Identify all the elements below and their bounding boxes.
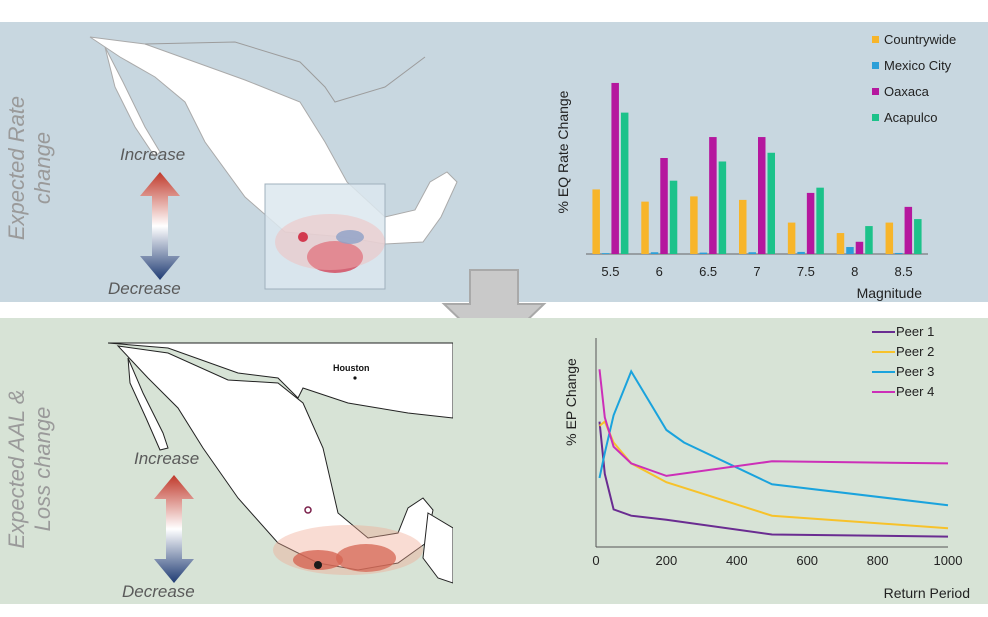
line-x-tick: 400 [726, 553, 748, 568]
mexico-aal-landmass [116, 345, 434, 571]
bar-3-2 [660, 158, 668, 254]
bar-4-4 [767, 152, 775, 254]
bar-3-6 [855, 241, 864, 254]
hazard-spot [298, 232, 308, 242]
bar-x-tick: 7.5 [797, 264, 815, 279]
rate-decrease-label: Decrease [108, 279, 181, 298]
line-x-tick: 800 [867, 553, 889, 568]
line-legend-label: Peer 4 [896, 384, 934, 399]
aal-change-panel: Expected AAL & Loss change Houston Incre… [0, 318, 988, 604]
rate-title-line2: change [30, 131, 55, 205]
bar-legend-swatch [872, 36, 879, 43]
bar-x-tick: 5.5 [601, 264, 619, 279]
bar-2-4 [748, 252, 756, 254]
loss-hotspot [314, 561, 322, 569]
rate-increase-label: Increase [120, 145, 186, 164]
rate-side-title: Expected Rate change [4, 68, 56, 268]
mexico-aal-map: Houston [108, 342, 453, 584]
bar-legend-swatch [872, 88, 879, 95]
loss-zone-guerrero [293, 550, 343, 570]
rate-double-arrow [140, 172, 180, 280]
aal-title-line2: Loss change [30, 406, 55, 532]
aal-side-title: Expected AAL & Loss change [4, 369, 56, 569]
bar-x-label: Magnitude [857, 285, 923, 301]
bar-x-tick: 8.5 [895, 264, 913, 279]
houston-dot [353, 376, 357, 380]
aal-increase-label: Increase [134, 449, 200, 468]
bar-4-6 [865, 226, 873, 254]
baja-peninsula [104, 46, 161, 158]
line-x-tick: 0 [592, 553, 599, 568]
rate-change-panel: Expected Rate change Increase Decrease 5… [0, 22, 988, 302]
mexico-rate-map [89, 36, 458, 290]
us-region [108, 342, 453, 419]
aal-title-line1: Expected AAL & [4, 389, 29, 549]
houston-label: Houston [333, 363, 370, 373]
hazard-blue-zone [336, 230, 364, 244]
bar-3-7 [904, 206, 913, 254]
bar-x-tick: 7 [753, 264, 760, 279]
bar-legend-label: Oaxaca [884, 84, 930, 99]
bar-2-1 [601, 253, 610, 254]
bar-3-3 [709, 137, 717, 254]
bar-legend-label: Acapulco [884, 110, 937, 125]
hazard-red-zone [307, 241, 363, 273]
bar-3-5 [806, 192, 815, 254]
bar-x-tick: 6 [656, 264, 663, 279]
line-x-tick: 1000 [934, 553, 963, 568]
rate-title-line1: Expected Rate [4, 95, 29, 241]
bar-legend-label: Mexico City [884, 58, 952, 73]
bar-3-4 [758, 137, 766, 254]
bar-legend-swatch [872, 114, 879, 121]
bar-1-5 [787, 222, 796, 254]
baja-aal [127, 357, 169, 451]
rate-arrow-shape [140, 172, 180, 280]
bar-y-label: % EQ Rate Change [555, 90, 571, 213]
line-x-tick: 600 [796, 553, 818, 568]
bar-x-tick: 8 [851, 264, 858, 279]
hazard-light-zone [275, 214, 385, 270]
peer-1-line [598, 421, 949, 538]
us-border [144, 41, 426, 103]
bar-4-5 [816, 187, 824, 254]
bar-1-7 [885, 222, 894, 254]
mexico-city-dot [304, 506, 312, 514]
bar-1-3 [690, 196, 698, 254]
line-x-label: Return Period [884, 585, 970, 601]
line-x-tick: 200 [656, 553, 678, 568]
bar-legend-label: Countrywide [884, 32, 956, 47]
bar-2-3 [699, 252, 708, 254]
bar-4-2 [669, 180, 678, 254]
peer-4-line [598, 369, 949, 477]
bar-2-7 [895, 252, 903, 254]
bar-legend-swatch [872, 62, 879, 69]
aal-double-arrow [154, 475, 194, 583]
bar-4-7 [914, 219, 922, 254]
bar-1-4 [739, 199, 747, 254]
ep-change-line-chart: 0 200 400 600 800 1000 Return Period % EP Chang… [563, 324, 970, 601]
bar-2-5 [797, 251, 805, 254]
bar-4-3 [718, 161, 727, 254]
bar-3-1 [611, 82, 619, 254]
bar-1-1 [592, 189, 600, 254]
aal-decrease-label: Decrease [122, 582, 195, 601]
peer-3-line [598, 369, 949, 507]
line-legend-label: Peer 3 [896, 364, 934, 379]
line-y-label: % EP Change [563, 358, 579, 446]
bar-2-6 [846, 247, 854, 254]
eq-rate-bar-chart: 5.5 6 6.5 7 7.5 8 8.5 Magnitude % EQ Rate Change… [555, 32, 956, 301]
bar-4-1 [620, 112, 629, 254]
bar-1-2 [641, 201, 649, 254]
line-legend-label: Peer 1 [896, 324, 934, 339]
central-america [422, 512, 453, 584]
bar-1-6 [836, 233, 845, 254]
loss-zone-oaxaca [336, 544, 396, 572]
aal-arrow-shape [154, 475, 194, 583]
bar-2-2 [650, 252, 659, 254]
line-legend-label: Peer 2 [896, 344, 934, 359]
peer-2-line [598, 419, 949, 530]
mexico-landmass [89, 36, 458, 245]
bar-x-tick: 6.5 [699, 264, 717, 279]
loss-zone-halo [273, 525, 423, 575]
